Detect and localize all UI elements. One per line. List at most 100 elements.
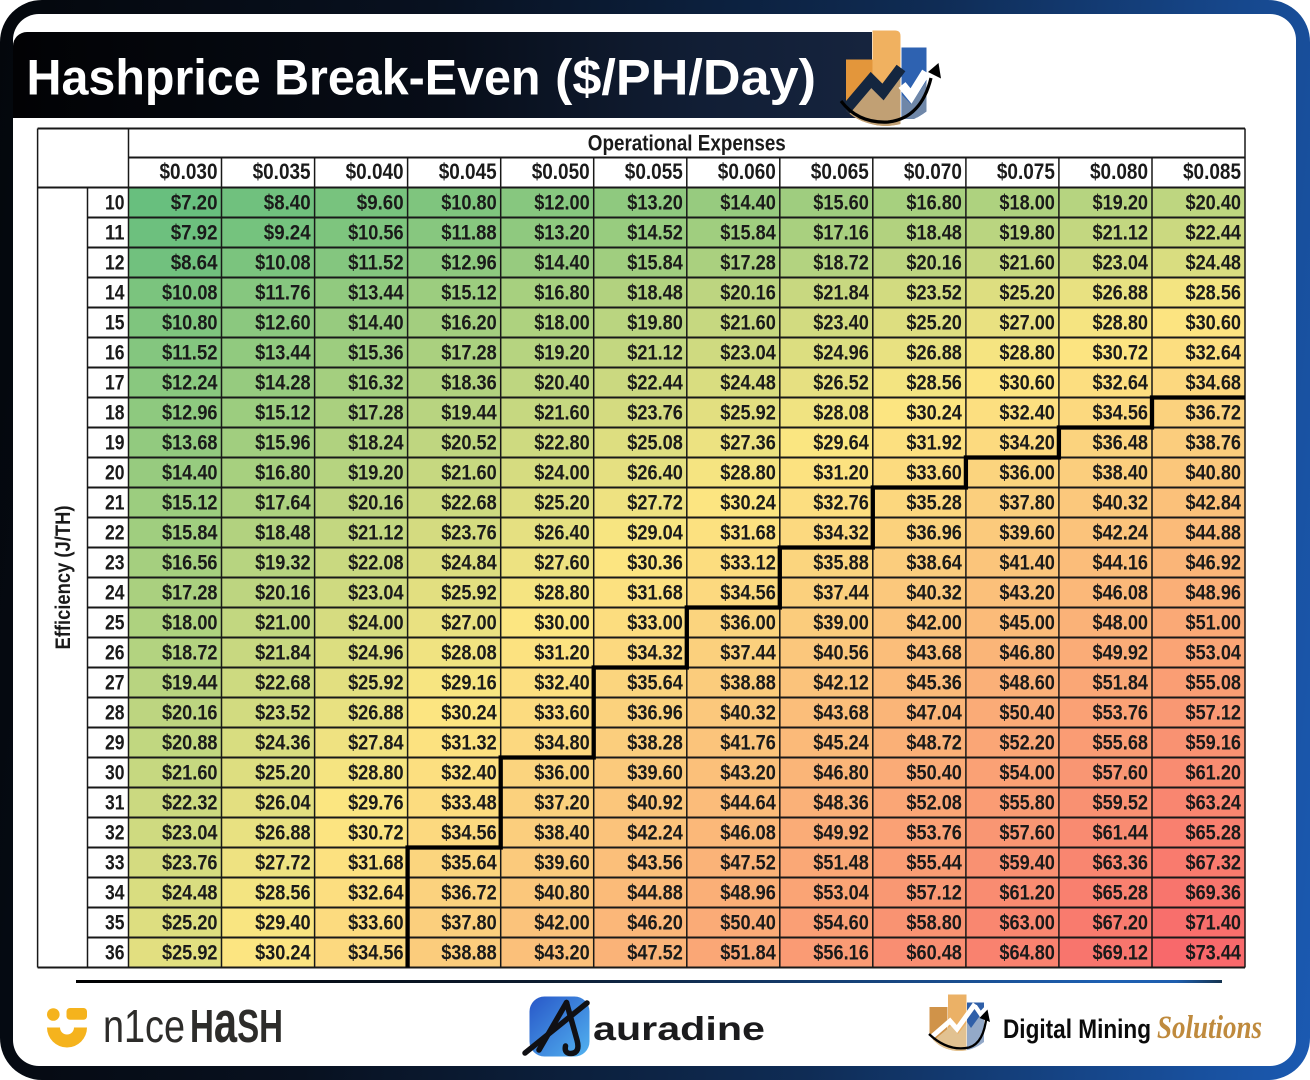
- svg-text:Efficiency (J/TH): Efficiency (J/TH): [52, 506, 75, 650]
- svg-text:$8.40: $8.40: [264, 192, 311, 215]
- svg-text:$50.40: $50.40: [999, 702, 1055, 725]
- svg-text:$43.20: $43.20: [534, 942, 590, 965]
- svg-text:$20.40: $20.40: [534, 372, 590, 395]
- svg-text:$21.12: $21.12: [348, 522, 404, 545]
- svg-text:$11.52: $11.52: [348, 252, 404, 275]
- svg-text:$15.84: $15.84: [627, 252, 683, 275]
- svg-text:$60.48: $60.48: [906, 942, 962, 965]
- svg-text:$16.80: $16.80: [255, 462, 311, 485]
- svg-text:$45.36: $45.36: [906, 672, 962, 695]
- svg-text:$61.20: $61.20: [1186, 762, 1242, 785]
- svg-text:$23.52: $23.52: [906, 282, 962, 305]
- svg-text:Digital Mining: Digital Mining: [1003, 1014, 1151, 1044]
- svg-text:$21.60: $21.60: [441, 462, 497, 485]
- svg-text:$24.00: $24.00: [348, 612, 404, 635]
- svg-text:$23.04: $23.04: [720, 342, 776, 365]
- svg-text:$0.060: $0.060: [718, 159, 776, 184]
- svg-text:$37.20: $37.20: [534, 792, 590, 815]
- svg-text:$21.12: $21.12: [627, 342, 683, 365]
- svg-text:24: 24: [105, 582, 125, 605]
- svg-text:$59.40: $59.40: [999, 852, 1055, 875]
- svg-text:$26.40: $26.40: [627, 462, 683, 485]
- svg-text:$22.44: $22.44: [1186, 222, 1242, 245]
- svg-text:$19.44: $19.44: [441, 402, 497, 425]
- svg-text:$37.80: $37.80: [999, 492, 1055, 515]
- svg-text:$34.32: $34.32: [627, 642, 683, 665]
- svg-text:$25.92: $25.92: [441, 582, 497, 605]
- svg-text:$48.00: $48.00: [1093, 612, 1149, 635]
- svg-text:12: 12: [105, 252, 125, 275]
- svg-text:$67.20: $67.20: [1093, 912, 1149, 935]
- svg-text:$21.84: $21.84: [255, 642, 311, 665]
- svg-text:$28.80: $28.80: [348, 762, 404, 785]
- svg-text:$0.035: $0.035: [253, 159, 311, 184]
- svg-text:$12.24: $12.24: [162, 372, 218, 395]
- svg-text:$21.12: $21.12: [1093, 222, 1149, 245]
- svg-text:$16.80: $16.80: [906, 192, 962, 215]
- svg-text:23: 23: [105, 552, 125, 575]
- svg-text:$23.04: $23.04: [1093, 252, 1149, 275]
- svg-text:$18.24: $18.24: [348, 432, 404, 455]
- svg-text:$55.44: $55.44: [906, 852, 962, 875]
- svg-text:$9.60: $9.60: [357, 192, 404, 215]
- svg-text:$27.00: $27.00: [999, 312, 1055, 335]
- svg-text:Solutions: Solutions: [1157, 1010, 1262, 1046]
- svg-text:$22.32: $22.32: [162, 792, 218, 815]
- svg-text:$22.80: $22.80: [534, 432, 590, 455]
- svg-text:$34.56: $34.56: [720, 582, 776, 605]
- svg-text:$30.24: $30.24: [441, 702, 497, 725]
- svg-text:$30.60: $30.60: [1186, 312, 1242, 335]
- svg-text:$61.44: $61.44: [1093, 822, 1149, 845]
- svg-text:$42.12: $42.12: [813, 672, 869, 695]
- svg-text:$30.72: $30.72: [348, 822, 404, 845]
- svg-text:$26.88: $26.88: [348, 702, 404, 725]
- svg-text:$33.60: $33.60: [906, 462, 962, 485]
- svg-text:$46.08: $46.08: [1093, 582, 1149, 605]
- svg-text:$53.76: $53.76: [906, 822, 962, 845]
- svg-text:($/PH/Day): ($/PH/Day): [555, 50, 816, 106]
- svg-text:$36.00: $36.00: [999, 462, 1055, 485]
- svg-text:$15.84: $15.84: [720, 222, 776, 245]
- svg-text:$55.68: $55.68: [1093, 732, 1149, 755]
- svg-text:$34.32: $34.32: [813, 522, 869, 545]
- svg-text:$36.72: $36.72: [441, 882, 497, 905]
- svg-text:$20.16: $20.16: [720, 282, 776, 305]
- svg-text:$61.20: $61.20: [999, 882, 1055, 905]
- svg-text:$64.80: $64.80: [999, 942, 1055, 965]
- svg-text:$19.44: $19.44: [162, 672, 218, 695]
- svg-text:$10.80: $10.80: [441, 192, 497, 215]
- svg-text:$17.16: $17.16: [813, 222, 869, 245]
- svg-text:$18.00: $18.00: [999, 192, 1055, 215]
- svg-text:$38.40: $38.40: [534, 822, 590, 845]
- svg-text:$15.12: $15.12: [162, 492, 218, 515]
- svg-text:$31.32: $31.32: [441, 732, 497, 755]
- svg-text:$21.60: $21.60: [999, 252, 1055, 275]
- svg-text:$28.80: $28.80: [720, 462, 776, 485]
- svg-text:$39.00: $39.00: [813, 612, 869, 635]
- svg-text:$42.84: $42.84: [1186, 492, 1242, 515]
- svg-text:$36.96: $36.96: [906, 522, 962, 545]
- svg-text:$31.20: $31.20: [534, 642, 590, 665]
- svg-text:$17.28: $17.28: [441, 342, 497, 365]
- svg-text:$24.84: $24.84: [441, 552, 497, 575]
- svg-text:$37.44: $37.44: [813, 582, 869, 605]
- svg-text:15: 15: [105, 312, 125, 335]
- svg-text:31: 31: [105, 792, 125, 815]
- svg-text:$13.68: $13.68: [162, 432, 218, 455]
- svg-text:$16.20: $16.20: [441, 312, 497, 335]
- svg-text:$23.76: $23.76: [627, 402, 683, 425]
- svg-text:$31.68: $31.68: [627, 582, 683, 605]
- svg-text:$10.80: $10.80: [162, 312, 218, 335]
- svg-text:$18.48: $18.48: [255, 522, 311, 545]
- svg-text:$14.40: $14.40: [348, 312, 404, 335]
- svg-text:$32.76: $32.76: [813, 492, 869, 515]
- svg-text:$0.085: $0.085: [1183, 159, 1241, 184]
- svg-text:34: 34: [105, 882, 125, 905]
- svg-text:$26.88: $26.88: [906, 342, 962, 365]
- svg-text:$25.20: $25.20: [999, 282, 1055, 305]
- svg-text:$34.56: $34.56: [1093, 402, 1149, 425]
- svg-text:$23.04: $23.04: [162, 822, 218, 845]
- svg-text:$13.20: $13.20: [627, 192, 683, 215]
- svg-text:$30.36: $30.36: [627, 552, 683, 575]
- svg-text:$45.00: $45.00: [999, 612, 1055, 635]
